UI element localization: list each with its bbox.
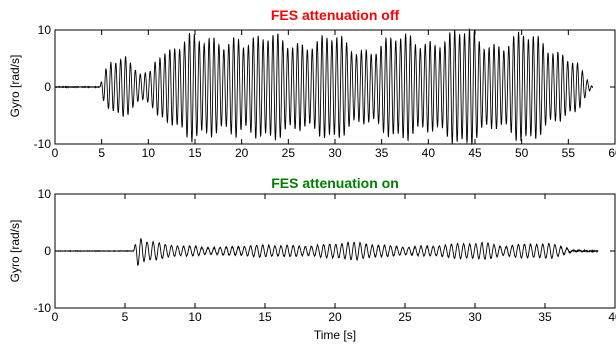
top-panel-xtick-label: 15 (188, 146, 202, 160)
bottom-panel-xtick-label: 25 (398, 310, 412, 324)
top-panel-xtick-label: 60 (608, 146, 616, 160)
top-panel-xtick-label: 45 (468, 146, 482, 160)
bottom-panel-frame (54, 193, 616, 309)
top-panel-ylabel: Gyro [rad/s] (8, 55, 22, 118)
top-panel: FES attenuation off Gyro [rad/s] 0 5 10 15 2… (8, 7, 616, 160)
bottom-panel-xtick-label: 5 (122, 310, 129, 324)
top-panel-xtick-label: 35 (375, 146, 389, 160)
bottom-panel-xtick-label: 0 (52, 310, 59, 324)
bottom-panel-title: FES attenuation on (271, 175, 399, 191)
bottom-panel-xtick-label: 35 (538, 310, 552, 324)
top-panel-xtick-label: 55 (562, 146, 576, 160)
top-panel-ytick-label: 10 (38, 23, 52, 37)
top-panel-xtick-label: 20 (235, 146, 249, 160)
bottom-panel-xtick-label: 20 (328, 310, 342, 324)
bottom-panel-xtick-label: 10 (188, 310, 202, 324)
top-panel-ytick-label: -10 (34, 137, 52, 151)
bottom-panel-xtick-label: 15 (258, 310, 272, 324)
top-panel-xtick-label: 5 (98, 146, 105, 160)
bottom-panel-ylabel: Gyro [rad/s] (8, 220, 22, 283)
top-panel-ytick-label: 0 (44, 80, 51, 94)
top-panel-xtick-label: 40 (422, 146, 436, 160)
top-panel-title: FES attenuation off (271, 7, 400, 23)
top-panel-frame (54, 29, 616, 145)
top-panel-xtick-label: 30 (328, 146, 342, 160)
top-panel-xtick-label: 50 (515, 146, 529, 160)
bottom-panel-xtick-label: 30 (468, 310, 482, 324)
bottom-panel-xtick-label: 40 (608, 310, 616, 324)
bottom-panel-ytick-label: 0 (44, 244, 51, 258)
top-panel-series (54, 27, 594, 145)
bottom-panel-ytick-label: -10 (34, 301, 52, 315)
bottom-panel-gyro-line (54, 237, 599, 266)
top-panel-xtick-label: 25 (282, 146, 296, 160)
top-panel-xtick-label: 0 (52, 146, 59, 160)
top-panel-gyro-line (54, 27, 594, 145)
bottom-panel-ytick-label: 10 (38, 187, 52, 201)
bottom-panel: FES attenuation on Gyro [rad/s] Time [s]… (8, 175, 616, 342)
bottom-panel-xlabel: Time [s] (314, 328, 356, 342)
bottom-panel-series (54, 237, 599, 266)
top-panel-xtick-label: 10 (142, 146, 156, 160)
